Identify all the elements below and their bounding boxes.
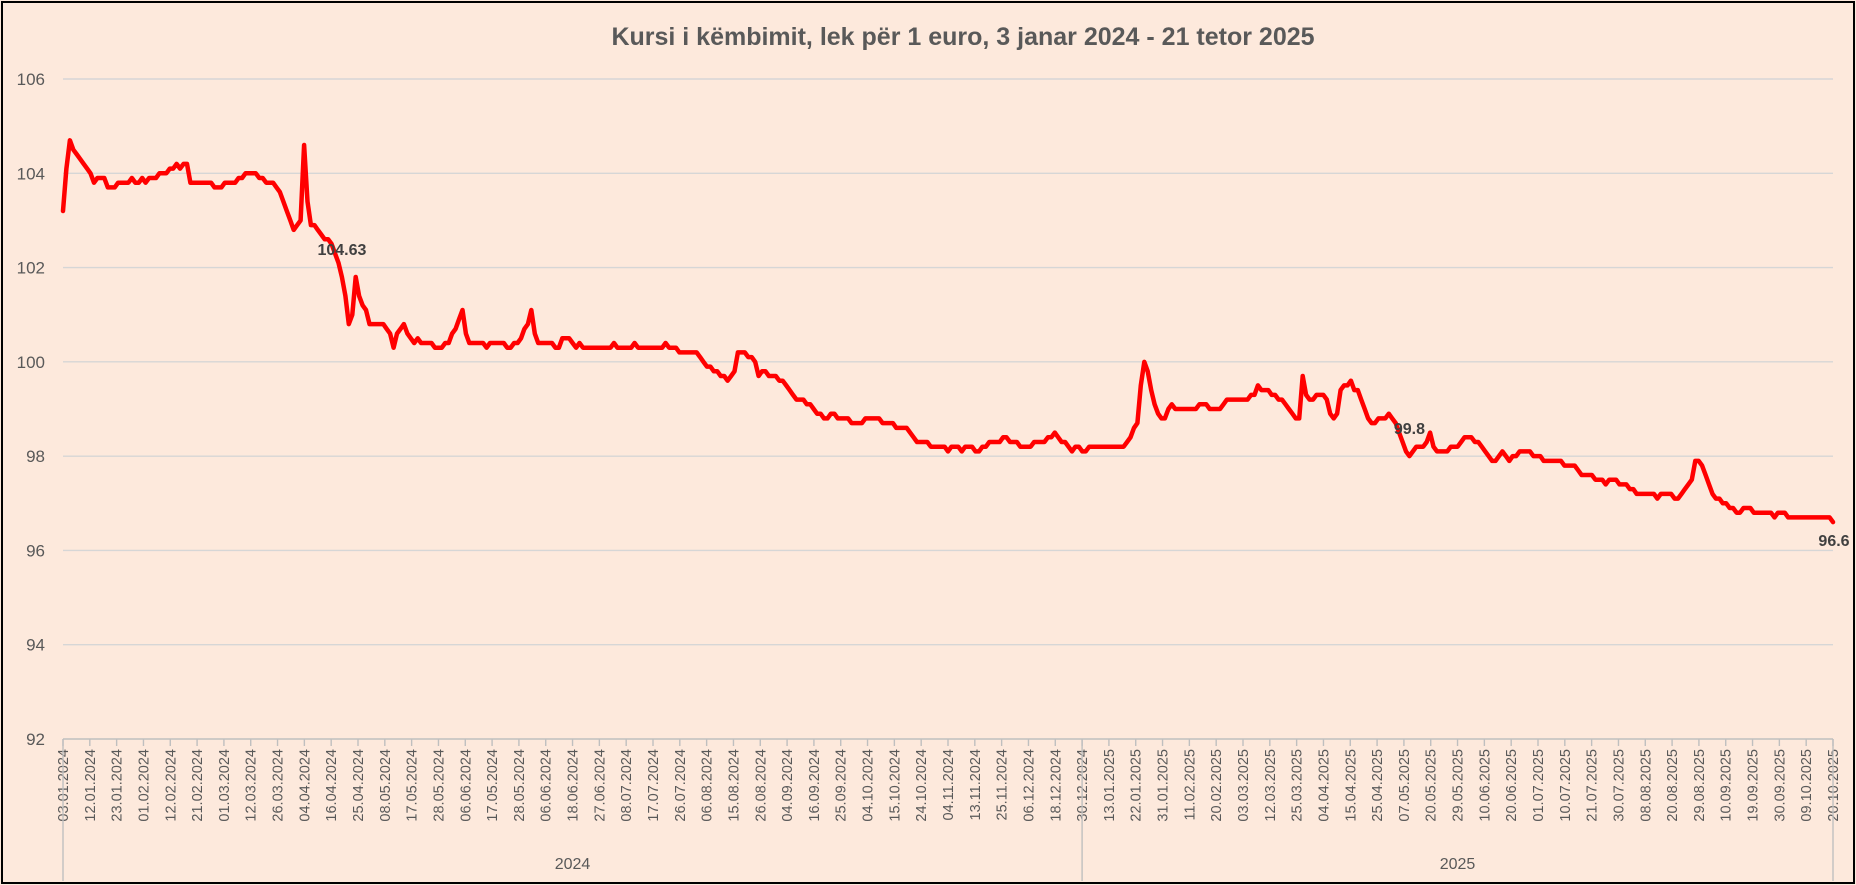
y-axis-ticks: 92 94 96 98 100 102 104 106 xyxy=(17,70,45,749)
x-tick-label: 07.05.2025 xyxy=(1397,749,1413,822)
x-tick-label: 25.11.2024 xyxy=(995,749,1011,821)
x-tick-label: 20.08.2025 xyxy=(1665,749,1681,822)
x-tick-label: 18.06.2024 xyxy=(566,749,582,822)
x-tick-label: 06.08.2024 xyxy=(700,749,716,822)
x-tick-label: 15.10.2024 xyxy=(887,749,903,822)
x-tick-label: 04.04.2024 xyxy=(297,749,313,822)
gridlines xyxy=(63,78,1833,646)
year-label: 2024 xyxy=(555,856,591,873)
x-tick-label: 25.04.2025 xyxy=(1370,749,1386,822)
x-tick-label: 01.02.2024 xyxy=(136,749,152,822)
x-tick-label: 26.07.2024 xyxy=(673,749,689,822)
x-tick-label: 20.05.2025 xyxy=(1424,749,1440,822)
y-tick-label: 100 xyxy=(17,353,45,372)
x-axis: 03.01.2024 12.01.2024 23.01.2024 01.02.2024… xyxy=(56,738,1842,881)
x-tick-label: 12.03.2024 xyxy=(244,749,260,822)
x-tick-label: 26.08.2024 xyxy=(753,749,769,822)
x-tick-label: 13.11.2024 xyxy=(968,749,984,821)
x-tick-label: 25.04.2024 xyxy=(351,749,367,822)
series-layer xyxy=(60,138,1836,525)
x-tick-label: 28.05.2024 xyxy=(431,749,447,822)
x-tick-label: 12.01.2024 xyxy=(83,749,99,822)
x-tick-label: 11.02.2025 xyxy=(1182,749,1198,821)
x-tick-label: 04.10.2024 xyxy=(861,749,877,822)
x-tick-label: 04.04.2025 xyxy=(1316,749,1332,822)
x-tick-label: 08.08.2025 xyxy=(1638,749,1654,822)
x-tick-label: 06.12.2024 xyxy=(1021,749,1037,822)
x-tick-label: 17.07.2024 xyxy=(646,749,662,822)
x-tick-label: 15.04.2025 xyxy=(1343,749,1359,822)
x-tick-label: 21.07.2025 xyxy=(1585,749,1601,822)
y-tick-label: 104 xyxy=(17,164,45,183)
x-tick-label: 30.07.2025 xyxy=(1611,749,1627,822)
data-label: 104.63 xyxy=(317,242,366,259)
x-tick-label: 13.01.2025 xyxy=(1102,749,1118,822)
x-tick-label: 23.01.2024 xyxy=(110,749,126,822)
x-tick-label: 25.03.2025 xyxy=(1290,749,1306,822)
data-label: 99.8 xyxy=(1394,421,1425,438)
chart-title: Kursi i këmbimit, lek për 1 euro, 3 jana… xyxy=(611,23,1314,51)
x-tick-label: 27.06.2024 xyxy=(592,749,608,822)
x-tick-label: 04.09.2024 xyxy=(780,749,796,822)
series-line-eur-lek xyxy=(60,138,1836,525)
x-tick-label: 18.12.2024 xyxy=(1048,749,1064,822)
x-tick-label: 12.03.2025 xyxy=(1263,749,1279,822)
x-tick-label: 08.07.2024 xyxy=(619,749,635,822)
x-tick-label: 15.08.2024 xyxy=(726,749,742,822)
x-tick-label: 25.09.2024 xyxy=(834,749,850,822)
x-tick-label: 04.11.2024 xyxy=(941,749,957,821)
x-tick-label: 17.05.2024 xyxy=(485,749,501,822)
data-label: 96.6 xyxy=(1818,533,1849,550)
x-tick-label: 08.05.2024 xyxy=(378,749,394,822)
x-tick-label: 03.01.2024 xyxy=(56,749,72,822)
x-tick-label: 20.02.2025 xyxy=(1209,749,1225,822)
y-tick-label: 106 xyxy=(17,70,45,89)
data-labels: 104.63 99.8 96.6 xyxy=(317,242,1849,550)
x-tick-label: 19.09.2025 xyxy=(1746,749,1762,822)
x-tick-label: 29.05.2025 xyxy=(1451,749,1467,822)
x-tick-label: 10.06.2025 xyxy=(1477,749,1493,822)
x-tick-label: 29.08.2025 xyxy=(1692,749,1708,822)
x-tick-label: 20.06.2025 xyxy=(1504,749,1520,822)
line-chart: Kursi i këmbimit, lek për 1 euro, 3 jana… xyxy=(17,23,1850,881)
y-tick-label: 98 xyxy=(26,447,45,466)
x-tick-label: 16.04.2024 xyxy=(324,749,340,822)
x-tick-label: 20.10.2025 xyxy=(1826,749,1842,822)
y-tick-label: 96 xyxy=(26,541,45,560)
x-tick-label: 24.10.2024 xyxy=(914,749,930,822)
x-tick-label: 09.10.2025 xyxy=(1799,749,1815,822)
x-tick-label: 28.05.2024 xyxy=(512,749,528,822)
year-label: 2025 xyxy=(1440,856,1476,873)
y-tick-label: 102 xyxy=(17,259,45,278)
x-tick-label: 30.12.2024 xyxy=(1075,749,1091,822)
x-tick-label: 17.05.2024 xyxy=(405,749,421,822)
x-tick-label: 31.01.2025 xyxy=(1156,749,1172,822)
x-tick-label: 01.03.2024 xyxy=(217,749,233,822)
x-tick-label: 30.09.2025 xyxy=(1772,749,1788,822)
x-tick-label: 21.02.2024 xyxy=(190,749,206,822)
x-tick-label: 06.06.2024 xyxy=(539,749,555,822)
x-tick-label: 10.07.2025 xyxy=(1558,749,1574,822)
x-tick-label: 16.09.2024 xyxy=(807,749,823,822)
x-tick-label: 06.06.2024 xyxy=(458,749,474,822)
x-tick-label: 22.01.2025 xyxy=(1129,749,1145,822)
x-tick-label: 01.07.2025 xyxy=(1531,749,1547,822)
y-tick-label: 94 xyxy=(26,636,45,655)
x-tick-label: 26.03.2024 xyxy=(271,749,287,822)
x-tick-label: 03.03.2025 xyxy=(1236,749,1252,822)
x-tick-label: 10.09.2025 xyxy=(1719,749,1735,822)
y-tick-label: 92 xyxy=(26,730,45,749)
x-tick-label: 12.02.2024 xyxy=(163,749,179,822)
